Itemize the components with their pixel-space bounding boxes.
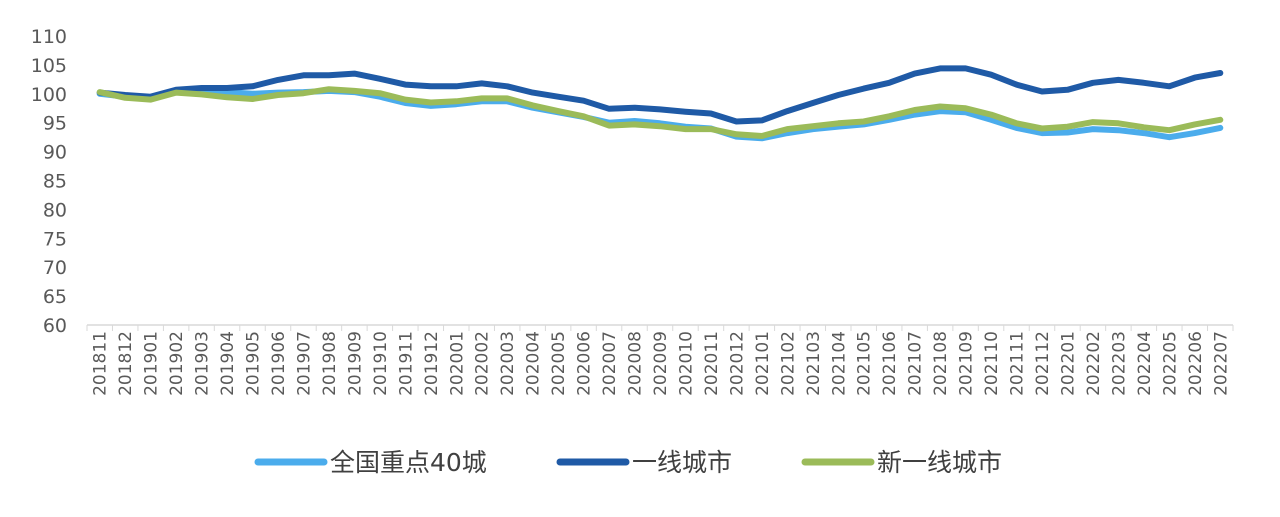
y-tick-label: 70 (43, 257, 67, 279)
y-tick-label: 100 (31, 84, 67, 106)
y-tick-label: 105 (31, 55, 67, 77)
x-tick-label: 202109 (957, 331, 977, 396)
legend-label-2: 一线城市 (632, 448, 732, 477)
x-tick-label: 202105 (855, 331, 875, 396)
x-tick-label: 202102 (778, 331, 798, 396)
x-tick-label: 201902 (167, 331, 187, 396)
y-tick-label: 60 (43, 315, 67, 337)
x-tick-label: 202205 (1160, 331, 1180, 396)
x-tick-label: 202005 (549, 331, 569, 396)
y-tick-label: 80 (43, 199, 67, 221)
x-tick-label: 202104 (829, 331, 849, 396)
x-tick-label: 202204 (1135, 331, 1155, 396)
legend-label-1: 全国重点40城 (330, 448, 487, 477)
x-tick-label: 202001 (447, 331, 467, 396)
x-tick-label: 202207 (1211, 331, 1231, 396)
x-tick-label: 202203 (1109, 331, 1129, 396)
x-tick-label: 202009 (651, 331, 671, 396)
series-line-2 (96, 65, 1224, 125)
x-tick-label: 202206 (1186, 331, 1206, 396)
x-tick-label: 202003 (498, 331, 518, 396)
x-tick-label: 202106 (880, 331, 900, 396)
x-tick-label: 202202 (1084, 331, 1104, 396)
x-tick-label: 202002 (473, 331, 493, 396)
x-tick-label: 202108 (931, 331, 951, 396)
x-tick-label: 202103 (804, 331, 824, 396)
x-tick-label: 202111 (1008, 331, 1028, 396)
x-tick-label: 201905 (244, 331, 264, 396)
x-tick-label: 202007 (600, 331, 620, 396)
x-tick-label: 201912 (422, 331, 442, 396)
x-tick-label: 201907 (294, 331, 314, 396)
x-tick-label: 202012 (727, 331, 747, 396)
x-tick-label: 202010 (676, 331, 696, 396)
x-tick-label: 201911 (396, 331, 416, 396)
x-tick-label: 201901 (142, 331, 162, 396)
x-tick-label: 202011 (702, 331, 722, 396)
x-tick-label: 201811 (91, 331, 111, 396)
y-tick-label: 95 (43, 113, 67, 135)
y-tick-label: 85 (43, 171, 67, 193)
axes: 60 65 70 75 80 85 90 95 100 105 110 201811 201812 201… (31, 26, 1234, 396)
x-tick-label: 202101 (753, 331, 773, 396)
x-tick-label: 202112 (1033, 331, 1053, 396)
x-tick-label: 201909 (345, 331, 365, 396)
y-tick-label: 65 (43, 286, 67, 308)
y-tick-label: 110 (31, 26, 67, 48)
x-tick-label: 202004 (524, 331, 544, 396)
x-tick-label: 201903 (193, 331, 213, 396)
x-tick-label: 201910 (371, 331, 391, 396)
x-tick-label: 201906 (269, 331, 289, 396)
x-tick-label: 201904 (218, 331, 238, 396)
x-tick-label: 202006 (575, 331, 595, 396)
legend: 全国重点40城 一线城市 新一线城市 (254, 448, 1002, 477)
x-tick-label: 202107 (906, 331, 926, 396)
x-tick-label: 202201 (1058, 331, 1078, 396)
x-tick-label: 201812 (116, 331, 136, 396)
x-tick-label: 201908 (320, 331, 340, 396)
series-line-3 (96, 86, 1224, 139)
y-tick-label: 90 (43, 142, 67, 164)
legend-label-3: 新一线城市 (877, 448, 1002, 477)
y-tick-label: 75 (43, 228, 67, 250)
x-tick-label: 202008 (626, 331, 646, 396)
series-lines (96, 65, 1224, 142)
x-tick-label: 202110 (982, 331, 1002, 396)
